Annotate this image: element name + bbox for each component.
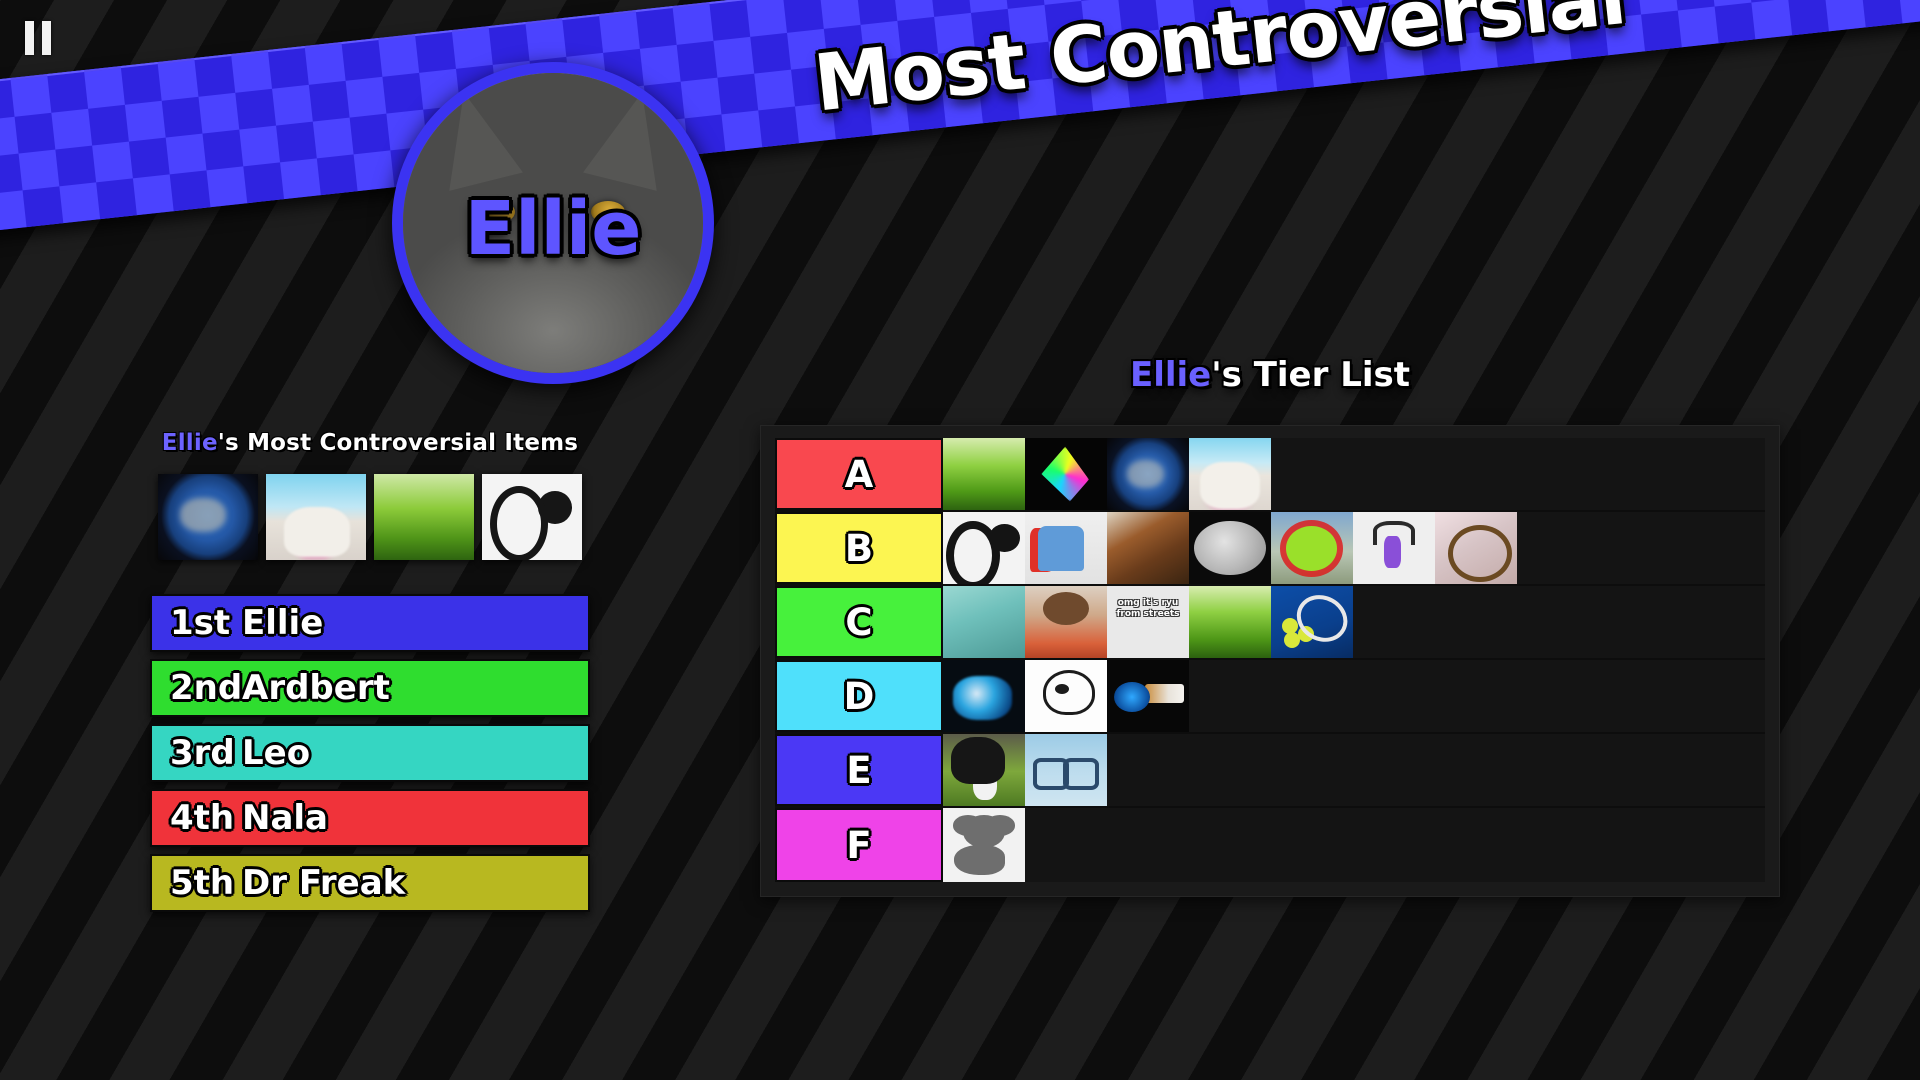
- controversial-heading-accent: Ellie: [161, 430, 218, 456]
- controversial-heading-rest: 's Most Controversial Items: [217, 430, 579, 456]
- tier-label-a[interactable]: A: [775, 438, 943, 510]
- controversial-heading: Ellie's Most Controversial Items: [150, 430, 590, 456]
- ranking-player-name: Ardbert: [242, 668, 390, 708]
- tier-label-b[interactable]: B: [775, 512, 943, 584]
- tier-item-ryu-meme[interactable]: omg it's ryu from streets: [1107, 586, 1189, 658]
- avatar-name-label: Ellie: [464, 186, 642, 272]
- pause-button[interactable]: [18, 16, 58, 60]
- ranking-row: 4th Nala: [150, 789, 590, 847]
- cat-eye-left-icon: [481, 201, 515, 223]
- ranking-row-background: [152, 596, 588, 650]
- controversial-items-row: [150, 474, 590, 560]
- tier-item-mickey-silhouette[interactable]: [943, 808, 1025, 882]
- tier-items-e: [943, 734, 1765, 806]
- page-title: Most Controversial: [810, 0, 1630, 130]
- tier-item-earth[interactable]: [1107, 438, 1189, 510]
- tier-row: A: [775, 438, 1765, 512]
- tier-item-neon[interactable]: [1025, 438, 1107, 510]
- ranking-row-background: [152, 856, 588, 910]
- horse-thumb: [266, 474, 366, 560]
- tier-item-grass[interactable]: [943, 438, 1025, 510]
- tier-items-a: [943, 438, 1765, 510]
- pause-icon: [25, 21, 34, 55]
- ranking-place: 2nd: [170, 668, 243, 708]
- tier-item-doodle[interactable]: [1025, 660, 1107, 732]
- rankings-list: 1st Ellie 2nd Ardbert 3rd Leo 4th Nala 5th Dr Fre…: [150, 594, 590, 912]
- tier-item-spectacles[interactable]: [1435, 512, 1517, 584]
- tier-list-heading-rest: 's Tier List: [1211, 355, 1411, 395]
- ranking-player-name: Leo: [242, 733, 311, 773]
- tier-label-d[interactable]: D: [775, 660, 943, 732]
- title-banner: Most Controversial: [0, 0, 1920, 300]
- ranking-row: 2nd Ardbert: [150, 659, 590, 717]
- tier-row: F: [775, 808, 1765, 882]
- tier-item-superhero[interactable]: [1025, 512, 1107, 584]
- ranking-place: 3rd: [170, 733, 235, 773]
- ranking-place: 5th: [170, 863, 235, 903]
- tier-item-virus[interactable]: [1271, 512, 1353, 584]
- ranking-row-background: [152, 726, 588, 780]
- ranking-player-name: Dr Freak: [242, 863, 406, 903]
- controversial-panel: Ellie's Most Controversial Items 1st Elli…: [150, 430, 590, 912]
- tier-row: E: [775, 734, 1765, 808]
- tier-item-moon[interactable]: [1189, 512, 1271, 584]
- tier-label-e[interactable]: E: [775, 734, 943, 806]
- grass-thumb: [374, 474, 474, 560]
- cat-eye-right-icon: [591, 201, 625, 223]
- ranking-row: 5th Dr Freak: [150, 854, 590, 912]
- ranking-row-background: [152, 791, 588, 845]
- tier-list-heading: Ellie's Tier List: [760, 355, 1780, 395]
- tier-row: D: [775, 660, 1765, 734]
- tier-item-teddy-bear[interactable]: [1025, 586, 1107, 658]
- tier-item-meadow[interactable]: [1189, 586, 1271, 658]
- avatar: Ellie: [392, 62, 714, 384]
- tier-item-blue-bloom[interactable]: [943, 660, 1025, 732]
- tier-items-f: [943, 808, 1765, 882]
- tier-item-horse[interactable]: [1189, 438, 1271, 510]
- ranking-place: 1st: [170, 603, 231, 643]
- ranking-row-background: [152, 661, 588, 715]
- tier-item-steamboat[interactable]: [943, 512, 1025, 584]
- tier-item-vape[interactable]: [1353, 512, 1435, 584]
- tier-item-paintbrush[interactable]: [1107, 660, 1189, 732]
- tier-label-c[interactable]: C: [775, 586, 943, 658]
- tier-item-caption: omg it's ryu from streets: [1116, 598, 1180, 619]
- tier-item-cow[interactable]: [943, 734, 1025, 806]
- tier-label-f[interactable]: F: [775, 808, 943, 882]
- earth-thumb: [158, 474, 258, 560]
- steamboat-thumb: [482, 474, 582, 560]
- cat-photo: [403, 73, 703, 373]
- tier-item-glasses[interactable]: [1025, 734, 1107, 806]
- tier-items-c: omg it's ryu from streets: [943, 586, 1765, 658]
- pause-icon: [42, 21, 51, 55]
- tier-item-tennis[interactable]: [1271, 586, 1353, 658]
- ranking-row: 1st Ellie: [150, 594, 590, 652]
- ranking-place: 4th: [170, 798, 235, 838]
- tier-items-d: [943, 660, 1765, 732]
- tier-items-b: [943, 512, 1765, 584]
- ranking-player-name: Ellie: [242, 603, 324, 643]
- tier-item-cattle[interactable]: [1107, 512, 1189, 584]
- ranking-row: 3rd Leo: [150, 724, 590, 782]
- ranking-player-name: Nala: [242, 798, 328, 838]
- tier-list-heading-accent: Ellie: [1129, 355, 1212, 395]
- checkered-banner-stripe: [0, 0, 1920, 240]
- tier-item-fabric[interactable]: [943, 586, 1025, 658]
- tier-row: B: [775, 512, 1765, 586]
